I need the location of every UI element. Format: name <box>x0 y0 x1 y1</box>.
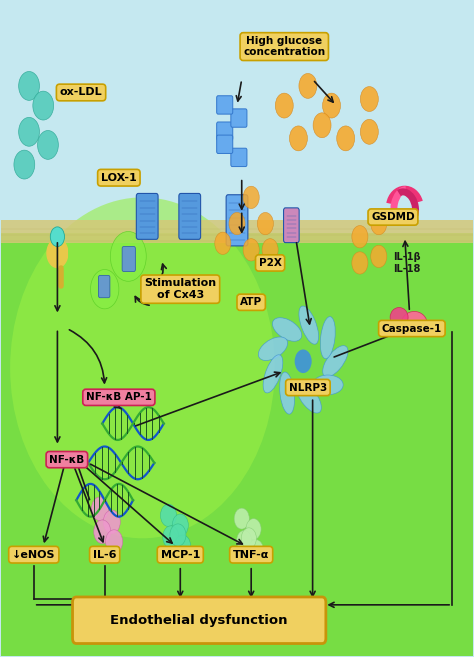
Text: NF-κB: NF-κB <box>49 455 84 464</box>
Circle shape <box>360 87 378 112</box>
Circle shape <box>18 72 39 101</box>
FancyBboxPatch shape <box>99 275 110 298</box>
Circle shape <box>172 514 188 536</box>
Circle shape <box>160 504 176 526</box>
Circle shape <box>110 231 146 281</box>
Ellipse shape <box>10 197 275 538</box>
Circle shape <box>33 91 54 120</box>
Ellipse shape <box>320 317 335 359</box>
Circle shape <box>352 225 368 248</box>
Circle shape <box>229 212 245 235</box>
Circle shape <box>241 528 256 549</box>
Circle shape <box>371 212 387 235</box>
Text: NF-κB AP-1: NF-κB AP-1 <box>86 392 152 402</box>
Circle shape <box>91 497 109 520</box>
Text: NLRP3: NLRP3 <box>289 382 327 392</box>
Circle shape <box>243 238 259 261</box>
Text: MCP-1: MCP-1 <box>161 550 200 560</box>
Ellipse shape <box>296 382 321 413</box>
FancyBboxPatch shape <box>179 193 201 239</box>
Bar <box>0 233 474 656</box>
Text: P2X: P2X <box>259 258 282 268</box>
FancyBboxPatch shape <box>122 246 136 271</box>
FancyBboxPatch shape <box>217 135 233 154</box>
Bar <box>0 219 474 242</box>
FancyBboxPatch shape <box>137 193 158 239</box>
Circle shape <box>248 539 264 560</box>
Ellipse shape <box>273 318 302 341</box>
Circle shape <box>170 524 186 546</box>
Text: IL-6: IL-6 <box>93 550 117 560</box>
Ellipse shape <box>299 306 319 344</box>
Circle shape <box>50 227 64 246</box>
Ellipse shape <box>258 337 288 361</box>
Circle shape <box>14 150 35 179</box>
Text: IL-1β
IL-18: IL-1β IL-18 <box>393 252 420 274</box>
Circle shape <box>371 245 387 267</box>
Text: Stimulation
of Cx43: Stimulation of Cx43 <box>144 279 216 300</box>
Text: ↓eNOS: ↓eNOS <box>12 550 55 560</box>
Circle shape <box>106 530 123 553</box>
Circle shape <box>337 126 355 151</box>
FancyBboxPatch shape <box>217 96 233 114</box>
Text: ATP: ATP <box>240 297 262 307</box>
Circle shape <box>243 186 259 208</box>
Ellipse shape <box>401 311 427 336</box>
Circle shape <box>18 118 39 147</box>
FancyBboxPatch shape <box>231 148 247 167</box>
Circle shape <box>103 510 120 533</box>
Ellipse shape <box>390 307 408 327</box>
Circle shape <box>237 530 252 551</box>
Circle shape <box>262 238 278 261</box>
FancyBboxPatch shape <box>231 109 247 127</box>
Circle shape <box>360 120 378 145</box>
FancyBboxPatch shape <box>283 208 299 242</box>
Circle shape <box>174 535 191 557</box>
Text: Endothelial dysfunction: Endothelial dysfunction <box>110 614 288 627</box>
Circle shape <box>257 212 273 235</box>
FancyBboxPatch shape <box>73 597 326 643</box>
Ellipse shape <box>312 375 343 395</box>
FancyBboxPatch shape <box>217 122 233 141</box>
Circle shape <box>234 508 249 529</box>
Text: TNF-α: TNF-α <box>233 550 269 560</box>
Text: LOX-1: LOX-1 <box>101 173 137 183</box>
Circle shape <box>295 350 312 373</box>
Ellipse shape <box>263 355 283 393</box>
Circle shape <box>352 252 368 274</box>
Circle shape <box>313 113 331 138</box>
Text: Caspase-1: Caspase-1 <box>382 323 442 334</box>
Polygon shape <box>47 238 67 267</box>
Ellipse shape <box>280 372 294 414</box>
Circle shape <box>299 74 317 99</box>
Circle shape <box>322 93 340 118</box>
Circle shape <box>163 526 179 548</box>
Text: High glucose
concentration: High glucose concentration <box>243 35 325 57</box>
FancyBboxPatch shape <box>226 194 248 246</box>
Text: GSDMD: GSDMD <box>371 212 415 222</box>
Circle shape <box>246 518 261 539</box>
Circle shape <box>275 93 293 118</box>
Circle shape <box>37 131 58 160</box>
Circle shape <box>91 269 119 309</box>
Circle shape <box>290 126 308 151</box>
Text: ox-LDL: ox-LDL <box>60 87 102 97</box>
Circle shape <box>94 520 111 543</box>
Bar <box>0 1 474 233</box>
Ellipse shape <box>323 346 348 377</box>
Circle shape <box>215 232 231 254</box>
